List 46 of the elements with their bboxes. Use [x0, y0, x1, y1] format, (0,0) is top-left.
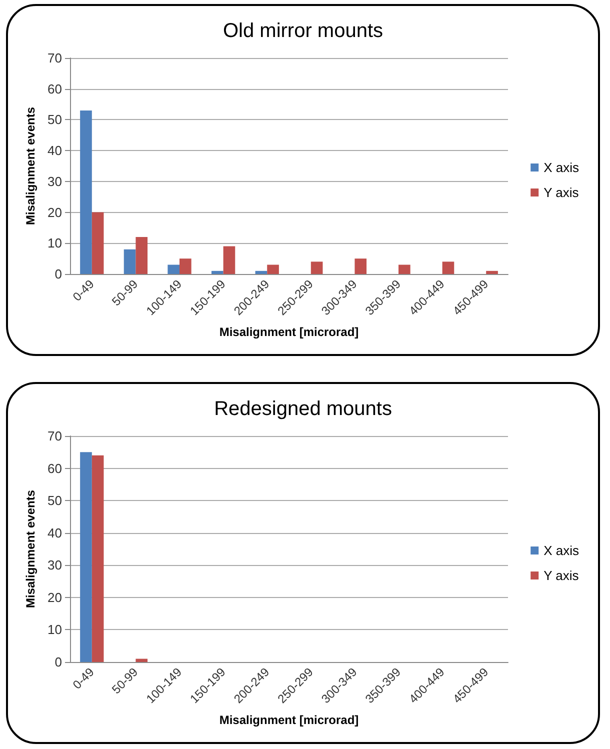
bar	[92, 455, 104, 662]
bar	[211, 270, 224, 274]
y-tick-label: 70	[48, 50, 62, 66]
bar	[354, 258, 367, 274]
chart-title: Old mirror mounts	[222, 20, 384, 42]
y-tick-label: 30	[48, 558, 62, 573]
x-axis-title: Misalignment [microrad]	[219, 713, 359, 727]
y-tick-label: 20	[48, 590, 62, 605]
bar	[168, 264, 180, 274]
x-tick-label: 0-49	[70, 276, 98, 304]
y-tick-label: 40	[48, 143, 62, 158]
bar	[255, 270, 268, 274]
y-tick-label: 70	[48, 428, 62, 444]
legend-label: X axis	[544, 543, 580, 558]
y-tick-label: 30	[48, 174, 62, 189]
bar	[398, 264, 410, 274]
bar	[223, 246, 236, 274]
chart-title: Redesigned mounts	[214, 398, 392, 420]
bar	[136, 236, 148, 274]
bar	[136, 658, 148, 662]
y-axis-title: Misalignment events	[24, 490, 38, 608]
x-tick-label: 0-49	[70, 664, 98, 692]
bar	[80, 452, 92, 662]
legend-label: Y axis	[544, 185, 580, 200]
y-tick-label: 50	[48, 112, 62, 128]
bar	[267, 264, 279, 274]
bar	[124, 249, 136, 274]
bar	[486, 270, 498, 274]
y-tick-label: 40	[48, 525, 62, 540]
bar	[80, 110, 92, 274]
y-tick-label: 60	[48, 81, 62, 96]
x-axis-title: Misalignment [microrad]	[219, 325, 359, 339]
y-axis-title: Misalignment events	[24, 106, 38, 226]
y-tick-label: 50	[48, 493, 62, 508]
y-tick-label: 10	[48, 236, 62, 251]
bar	[310, 262, 323, 274]
y-tick-label: 0	[54, 654, 62, 670]
y-tick-label: 60	[48, 460, 62, 476]
bar	[92, 212, 104, 274]
bar	[180, 258, 192, 274]
legend-label: X axis	[544, 160, 580, 175]
y-tick-label: 10	[48, 622, 62, 638]
legend-label: Y axis	[544, 568, 580, 583]
bar	[442, 262, 454, 274]
y-tick-label: 0	[54, 266, 62, 282]
y-tick-label: 20	[48, 204, 62, 220]
